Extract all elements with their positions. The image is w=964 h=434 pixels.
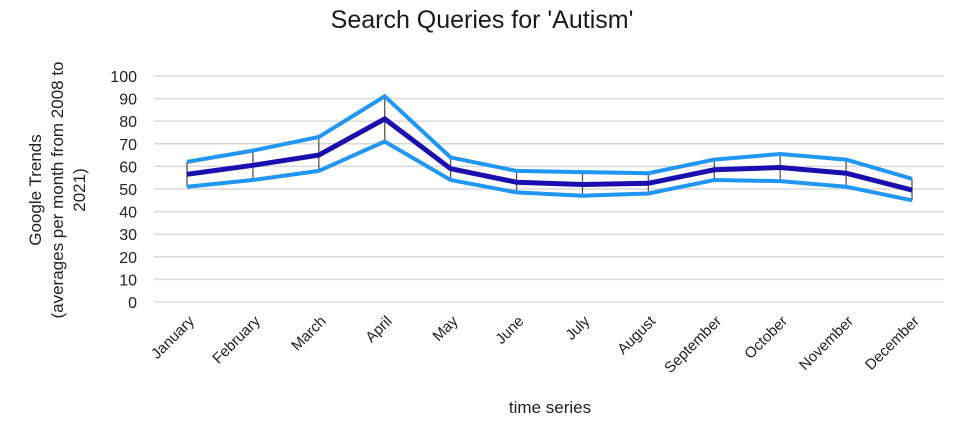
y-tick-label: 0 xyxy=(128,295,137,312)
y-tick-label: 70 xyxy=(119,137,137,154)
y-tick-label: 50 xyxy=(119,182,137,199)
y-tick-label: 100 xyxy=(110,69,137,86)
series-line-upper-bound xyxy=(186,93,913,181)
y-tick-label: 90 xyxy=(119,92,137,109)
x-tick-label: August xyxy=(614,312,660,358)
y-tick-label: 40 xyxy=(119,205,137,222)
series-line-lower-bound xyxy=(186,139,913,203)
x-tick-label: February xyxy=(209,312,264,367)
x-axis-ticks: January February March April May June July Augu… xyxy=(148,312,923,376)
x-tick-label: January xyxy=(148,312,198,362)
x-tick-label: December xyxy=(862,313,923,374)
x-tick-label: September xyxy=(661,313,725,377)
x-tick-label: March xyxy=(288,313,329,354)
x-tick-label: November xyxy=(796,313,857,374)
y-tick-label: 30 xyxy=(119,227,137,244)
x-tick-label: April xyxy=(362,313,395,346)
x-tick-label: July xyxy=(562,312,593,343)
x-tick-label: May xyxy=(429,312,461,344)
chart-title: Search Queries for 'Autism' xyxy=(330,6,634,34)
y-tick-label: 10 xyxy=(119,272,137,289)
x-tick-label: June xyxy=(492,313,527,348)
series-line-mean xyxy=(186,115,913,193)
y-axis-ticks: 0 10 20 30 40 50 60 70 80 90 100 xyxy=(110,69,137,312)
x-axis-title: time series xyxy=(508,398,592,417)
y-tick-label: 80 xyxy=(119,114,137,131)
x-tick-label: October xyxy=(741,313,791,363)
y-tick-label: 20 xyxy=(119,250,137,267)
y-tick-label: 60 xyxy=(119,159,137,176)
data-series xyxy=(186,93,913,203)
gridlines xyxy=(154,75,944,303)
